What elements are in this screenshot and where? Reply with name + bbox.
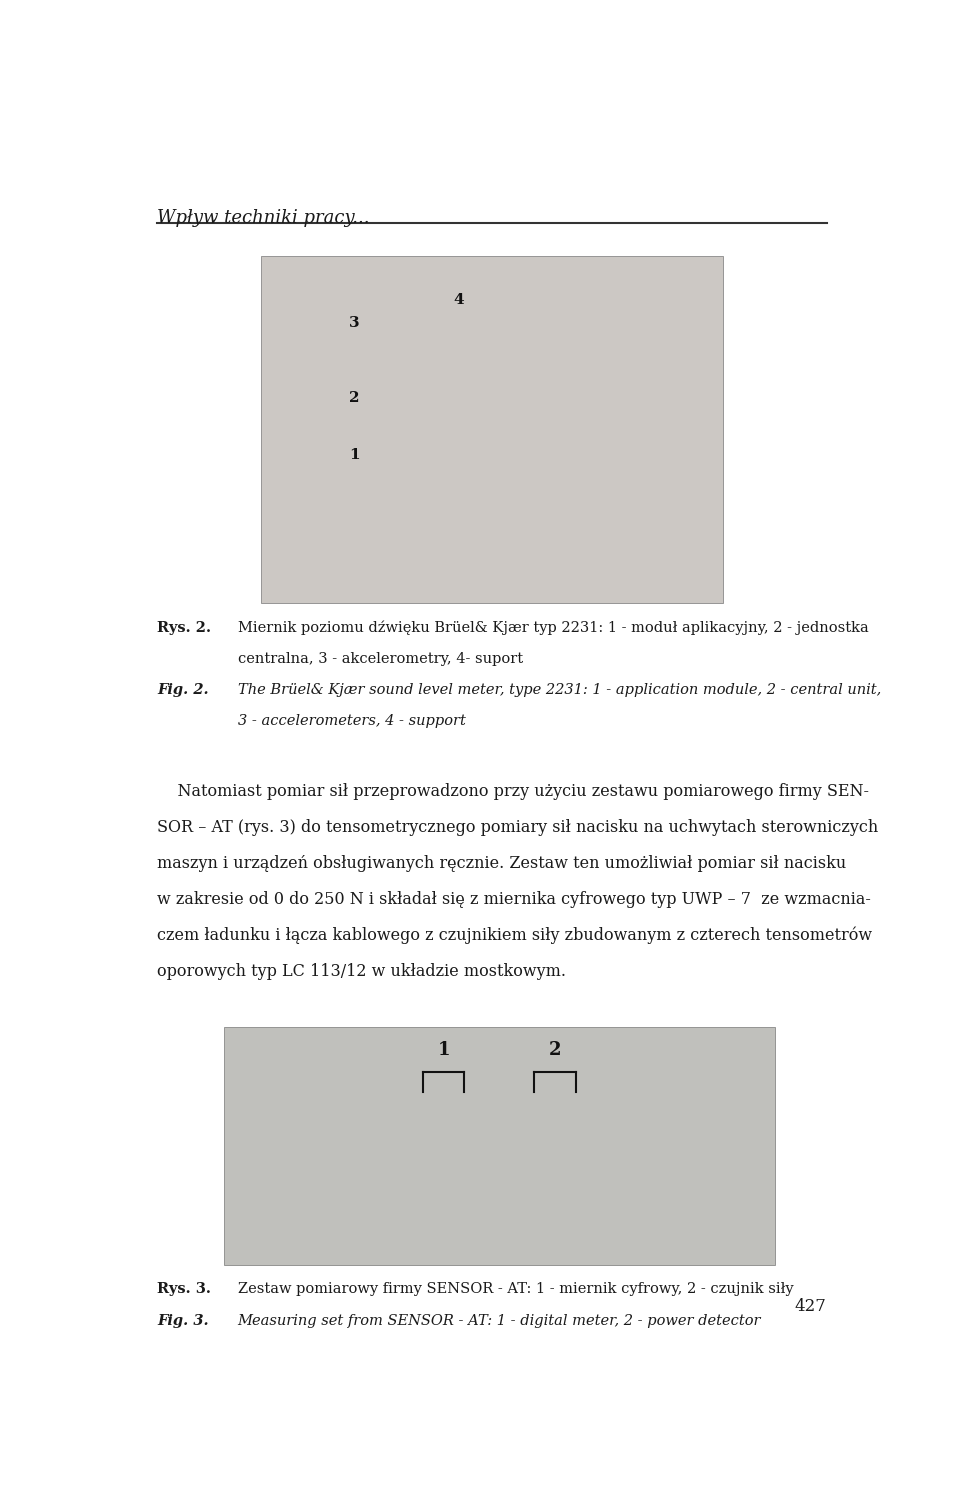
Text: czem ładunku i łącza kablowego z czujnikiem siły zbudowanym z czterech tensometr: czem ładunku i łącza kablowego z czujnik… (157, 926, 873, 945)
Text: Rys. 2.: Rys. 2. (157, 621, 211, 635)
Text: Zestaw pomiarowy firmy SENSOR - AT: 1 - miernik cyfrowy, 2 - czujnik siły: Zestaw pomiarowy firmy SENSOR - AT: 1 - … (237, 1283, 793, 1296)
Text: maszyn i urządzeń obsługiwanych ręcznie. Zestaw ten umożliwiał pomiar sił nacisk: maszyn i urządzeń obsługiwanych ręcznie.… (157, 854, 847, 872)
Text: w zakresie od 0 do 250 N i składał się z miernika cyfrowego typ UWP – 7  ze wzma: w zakresie od 0 do 250 N i składał się z… (157, 890, 871, 908)
Text: 4: 4 (453, 293, 464, 307)
Text: SOR – AT (rys. 3) do tensometrycznego pomiary sił nacisku na uchwytach sterownic: SOR – AT (rys. 3) do tensometrycznego po… (157, 820, 878, 836)
Text: The Brüel& Kjær sound level meter, type 2231: 1 - application module, 2 - centra: The Brüel& Kjær sound level meter, type … (237, 683, 881, 696)
Text: 427: 427 (795, 1298, 827, 1316)
Text: oporowych typ LC 113/12 w układzie mostkowym.: oporowych typ LC 113/12 w układzie mostk… (157, 963, 566, 979)
Text: Natomiast pomiar sił przeprowadzono przy użyciu zestawu pomiarowego firmy SEN-: Natomiast pomiar sił przeprowadzono przy… (157, 784, 869, 800)
Text: Fig. 2.: Fig. 2. (157, 683, 209, 696)
Bar (261, 256, 723, 603)
Text: Wpływ techniki pracy...: Wpływ techniki pracy... (157, 209, 370, 227)
Text: 2: 2 (349, 391, 360, 405)
Text: Fig. 3.: Fig. 3. (157, 1313, 209, 1328)
Text: 1: 1 (349, 448, 360, 462)
Text: 1: 1 (438, 1041, 450, 1059)
Text: 3 - accelerometers, 4 - support: 3 - accelerometers, 4 - support (237, 714, 466, 728)
Text: centralna, 3 - akcelerometry, 4- suport: centralna, 3 - akcelerometry, 4- suport (237, 651, 522, 666)
Text: Measuring set from SENSOR - AT: 1 - digital meter, 2 - power detector: Measuring set from SENSOR - AT: 1 - digi… (237, 1313, 761, 1328)
Text: Rys. 3.: Rys. 3. (157, 1283, 211, 1296)
Bar (225, 1027, 775, 1265)
Text: 2: 2 (549, 1041, 562, 1059)
Text: 3: 3 (349, 316, 360, 329)
Text: Miernik poziomu dźwięku Brüel& Kjær typ 2231: 1 - moduł aplikacyjny, 2 - jednost: Miernik poziomu dźwięku Brüel& Kjær typ … (237, 621, 868, 635)
